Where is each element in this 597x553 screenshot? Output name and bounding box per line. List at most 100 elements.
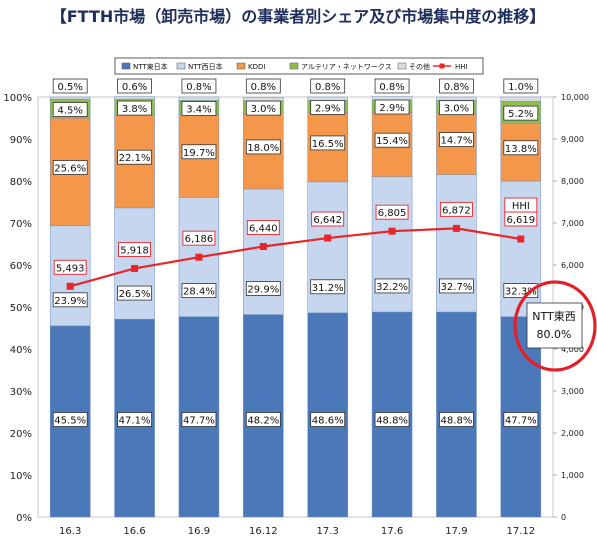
segment-label: 48.8% [441, 416, 473, 427]
hhi-point [324, 234, 332, 242]
legend-swatch [236, 62, 246, 70]
segment-label-box [117, 285, 152, 301]
y-left-tick-label: 30% [10, 387, 32, 398]
legend-label: KDDI [248, 63, 265, 71]
callout-line2: 80.0% [537, 328, 572, 341]
segment-label-box [245, 281, 281, 296]
y-right-tick-label: 0 [561, 513, 566, 522]
data-labels: 45.5% 47.1% 47.7% 48.2% 48.6% 48.8% 48.8% 47.7%… [52, 78, 539, 427]
segment-label: 32.7% [441, 282, 473, 293]
bar-segment [114, 207, 155, 320]
x-tick-label: 16.12 [249, 526, 278, 537]
hhi-tag: HHI [512, 201, 530, 212]
hhi-label-box [118, 241, 152, 257]
segment-label-box [374, 132, 410, 148]
hhi-label: 6,440 [249, 224, 278, 235]
segment-label: 5.2% [508, 109, 533, 120]
hhi-label: 6,186 [185, 234, 214, 245]
segment-label: 45.5% [54, 416, 86, 427]
hhi-label-box [375, 204, 409, 220]
segment-label-box [52, 78, 88, 94]
segment-label-box [52, 412, 88, 427]
hhi-label-box [246, 220, 280, 235]
segment-label-box [310, 412, 346, 427]
x-tick-label: 17.6 [381, 526, 403, 537]
bar-segment [178, 96, 220, 101]
hhi-label: 6,872 [442, 205, 471, 216]
segment-label: 0.8% [251, 82, 276, 93]
segment-label-box [503, 105, 539, 121]
segment-label: 14.7% [441, 136, 473, 147]
segment-label: 0.8% [379, 82, 404, 93]
segment-label: 3.0% [251, 104, 276, 115]
x-tick-label: 16.3 [59, 526, 81, 537]
segment-label: 25.6% [54, 164, 86, 175]
segment-label: 3.4% [186, 105, 211, 116]
segment-label-box [52, 102, 88, 117]
hhi-line-path [69, 227, 521, 288]
segment-label: 0.5% [57, 82, 82, 93]
legend-line-marker [439, 63, 445, 69]
y-right-tick-label: 9,000 [561, 135, 584, 144]
x-tick-label: 16.9 [188, 526, 210, 537]
hhi-label-box [439, 201, 473, 217]
segment-label: 48.6% [312, 416, 344, 427]
y-left-tick-label: 0% [16, 513, 32, 524]
segment-label: 0.8% [444, 82, 469, 93]
segment-label: 4.5% [57, 106, 82, 117]
segment-label: 29.9% [247, 284, 279, 295]
segment-label: 28.4% [183, 287, 215, 298]
segment-label-box [181, 283, 217, 298]
legend: NTT東日本 NTT西日本 KDDI アルテリア・ネットワークス その他 HHI [114, 57, 484, 75]
segment-label: 3.8% [122, 104, 147, 115]
segment-label-box [245, 412, 281, 427]
segment-label: 48.8% [376, 416, 408, 427]
segment-label-box [374, 78, 410, 94]
x-tick-label: 17.3 [317, 526, 339, 537]
hhi-label-box [311, 211, 345, 227]
y-right-tick-label: 8,000 [561, 177, 584, 186]
y-left-tick-label: 40% [10, 345, 32, 356]
segment-label-box [374, 278, 410, 294]
segment-label-box [439, 100, 474, 116]
hhi-label-box [182, 230, 216, 246]
segment-label-box [439, 132, 474, 147]
segment-label: 0.8% [315, 82, 340, 93]
bar-segment [307, 96, 348, 101]
legend-label: その他 [409, 62, 430, 71]
bar-segment [49, 96, 91, 100]
y-left-tick-label: 80% [10, 177, 32, 188]
segment-label-box [374, 99, 410, 115]
y-right-tick-label: 2,000 [561, 429, 584, 438]
hhi-line [66, 224, 525, 290]
segment-label-box [503, 78, 539, 94]
x-tick-label: 16.6 [123, 526, 145, 537]
segment-label-box [245, 100, 281, 116]
segment-label: 47.1% [119, 416, 151, 427]
legend-swatch [176, 62, 186, 70]
hhi-tag-box [504, 197, 538, 213]
segment-label: 0.6% [122, 82, 147, 93]
segment-label: 13.8% [505, 144, 537, 155]
legend-swatch [121, 62, 131, 70]
y-left-tick-label: 60% [10, 261, 32, 272]
segment-label-box [181, 78, 217, 94]
hhi-point [388, 227, 396, 235]
legend-label: HHI [455, 63, 468, 71]
segment-label-box [374, 412, 410, 427]
y-left-tick-label: 90% [10, 135, 32, 146]
x-tick-label: 17.9 [445, 526, 467, 537]
callout-ring [513, 280, 597, 372]
segment-label: 1.0% [508, 82, 533, 93]
segment-label-box [181, 412, 217, 427]
segment-label-box [503, 140, 539, 156]
hhi-point [195, 253, 203, 261]
hhi-point [66, 282, 74, 290]
y-left-tick-label: 100% [3, 93, 32, 104]
segment-label: 2.9% [379, 103, 404, 114]
segment-label: 31.2% [312, 283, 344, 294]
legend-label: NTT東日本 [133, 62, 168, 71]
segment-label: 3.0% [444, 104, 469, 115]
callout-box [526, 302, 583, 349]
hhi-label-box [53, 259, 87, 275]
